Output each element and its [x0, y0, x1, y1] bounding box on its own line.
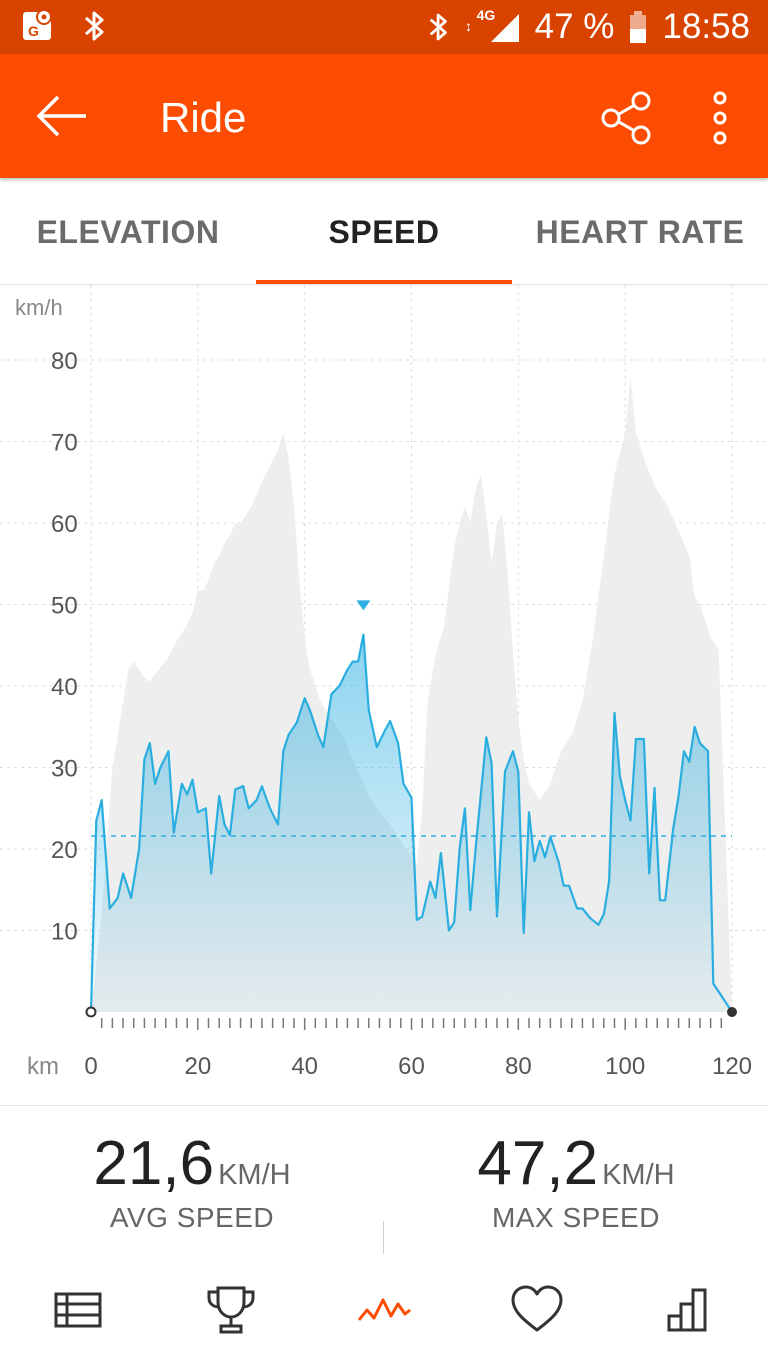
max-speed-stat: 47,2 KM/H MAX SPEED — [384, 1106, 768, 1254]
speed-line — [89, 633, 733, 1013]
clock: 18:58 — [662, 7, 750, 46]
status-bar: G 4G ↕ 47 % 18:58 — [0, 0, 768, 54]
max-speed-value-row: 47,2 KM/H — [384, 1128, 768, 1199]
bar-chart-icon[interactable] — [660, 1282, 720, 1338]
trophy-icon[interactable] — [201, 1282, 261, 1338]
app-bar: Ride — [0, 54, 768, 178]
x-tick-label: 20 — [184, 1053, 211, 1080]
overview-icon[interactable] — [49, 1282, 109, 1338]
active-tab-indicator — [256, 280, 512, 284]
back-arrow-icon[interactable] — [36, 94, 88, 138]
network-type-label: 4G — [476, 7, 496, 23]
network-signal: 4G ↕ — [465, 7, 521, 45]
analysis-icon[interactable] — [354, 1282, 414, 1338]
avg-speed-label: AVG SPEED — [109, 1202, 275, 1233]
x-tick-label: 120 — [712, 1053, 752, 1080]
stats-divider — [383, 1221, 384, 1254]
status-left-icons: G — [22, 8, 108, 44]
stats-panel: 21,6 KM/H AVG SPEED 47,2 KM/H MAX SPEED — [0, 1105, 768, 1255]
tab-heart-rate[interactable]: HEART RATE — [535, 213, 745, 250]
bluetooth-icon — [429, 13, 447, 41]
svg-text:↕: ↕ — [465, 18, 472, 34]
share-icon[interactable] — [600, 90, 652, 146]
tab-bar: ELEVATION SPEED HEART RATE — [0, 180, 768, 285]
page-title: Ride — [160, 94, 247, 141]
x-axis-unit-label: km — [27, 1053, 59, 1080]
bottom-navigation — [0, 1254, 768, 1365]
tab-elevation[interactable]: ELEVATION — [36, 213, 220, 250]
svg-text:G: G — [28, 23, 39, 39]
speed-area — [91, 634, 732, 1012]
y-tick-label: 50 — [51, 593, 78, 620]
avg-speed-stat: 21,6 KM/H AVG SPEED — [0, 1106, 384, 1254]
y-tick-label: 20 — [51, 837, 78, 864]
max-speed-unit: KM/H — [602, 1159, 675, 1191]
y-tick-label: 70 — [51, 430, 78, 457]
gps-notification-icon: G — [23, 9, 52, 40]
start-point — [85, 1006, 97, 1018]
avg-speed-value-row: 21,6 KM/H — [0, 1128, 384, 1199]
end-point — [727, 1007, 737, 1017]
battery-icon — [630, 11, 647, 43]
x-tick-label: 40 — [291, 1053, 318, 1080]
max-speed-label: MAX SPEED — [492, 1202, 660, 1233]
battery-percent: 47 % — [534, 7, 615, 46]
avg-speed-value: 21,6 — [93, 1129, 215, 1198]
x-tick-label: 0 — [84, 1053, 97, 1080]
y-axis-unit-label: km/h — [15, 295, 63, 320]
speed-chart[interactable]: 10 20 30 40 50 60 70 80 0 20 40 60 80 100 120 km/h km — [0, 285, 768, 1105]
more-options-icon[interactable] — [706, 90, 734, 146]
bluetooth-icon — [85, 11, 104, 41]
heart-icon[interactable] — [507, 1282, 567, 1338]
max-speed-value: 47,2 — [477, 1129, 599, 1198]
y-tick-label: 60 — [51, 511, 78, 538]
max-speed-marker — [356, 600, 371, 611]
status-right: 4G ↕ 47 % 18:58 — [427, 0, 750, 54]
avg-speed-unit: KM/H — [218, 1159, 291, 1191]
x-tick-label: 80 — [505, 1053, 532, 1080]
y-tick-label: 40 — [51, 674, 78, 701]
y-tick-label: 80 — [51, 348, 78, 375]
x-tick-label: 100 — [605, 1053, 645, 1080]
signal-icon: ↕ — [465, 14, 519, 42]
y-tick-label: 10 — [51, 919, 78, 946]
tab-speed[interactable]: SPEED — [328, 213, 440, 250]
y-tick-label: 30 — [51, 756, 78, 783]
x-tick-label: 60 — [398, 1053, 425, 1080]
